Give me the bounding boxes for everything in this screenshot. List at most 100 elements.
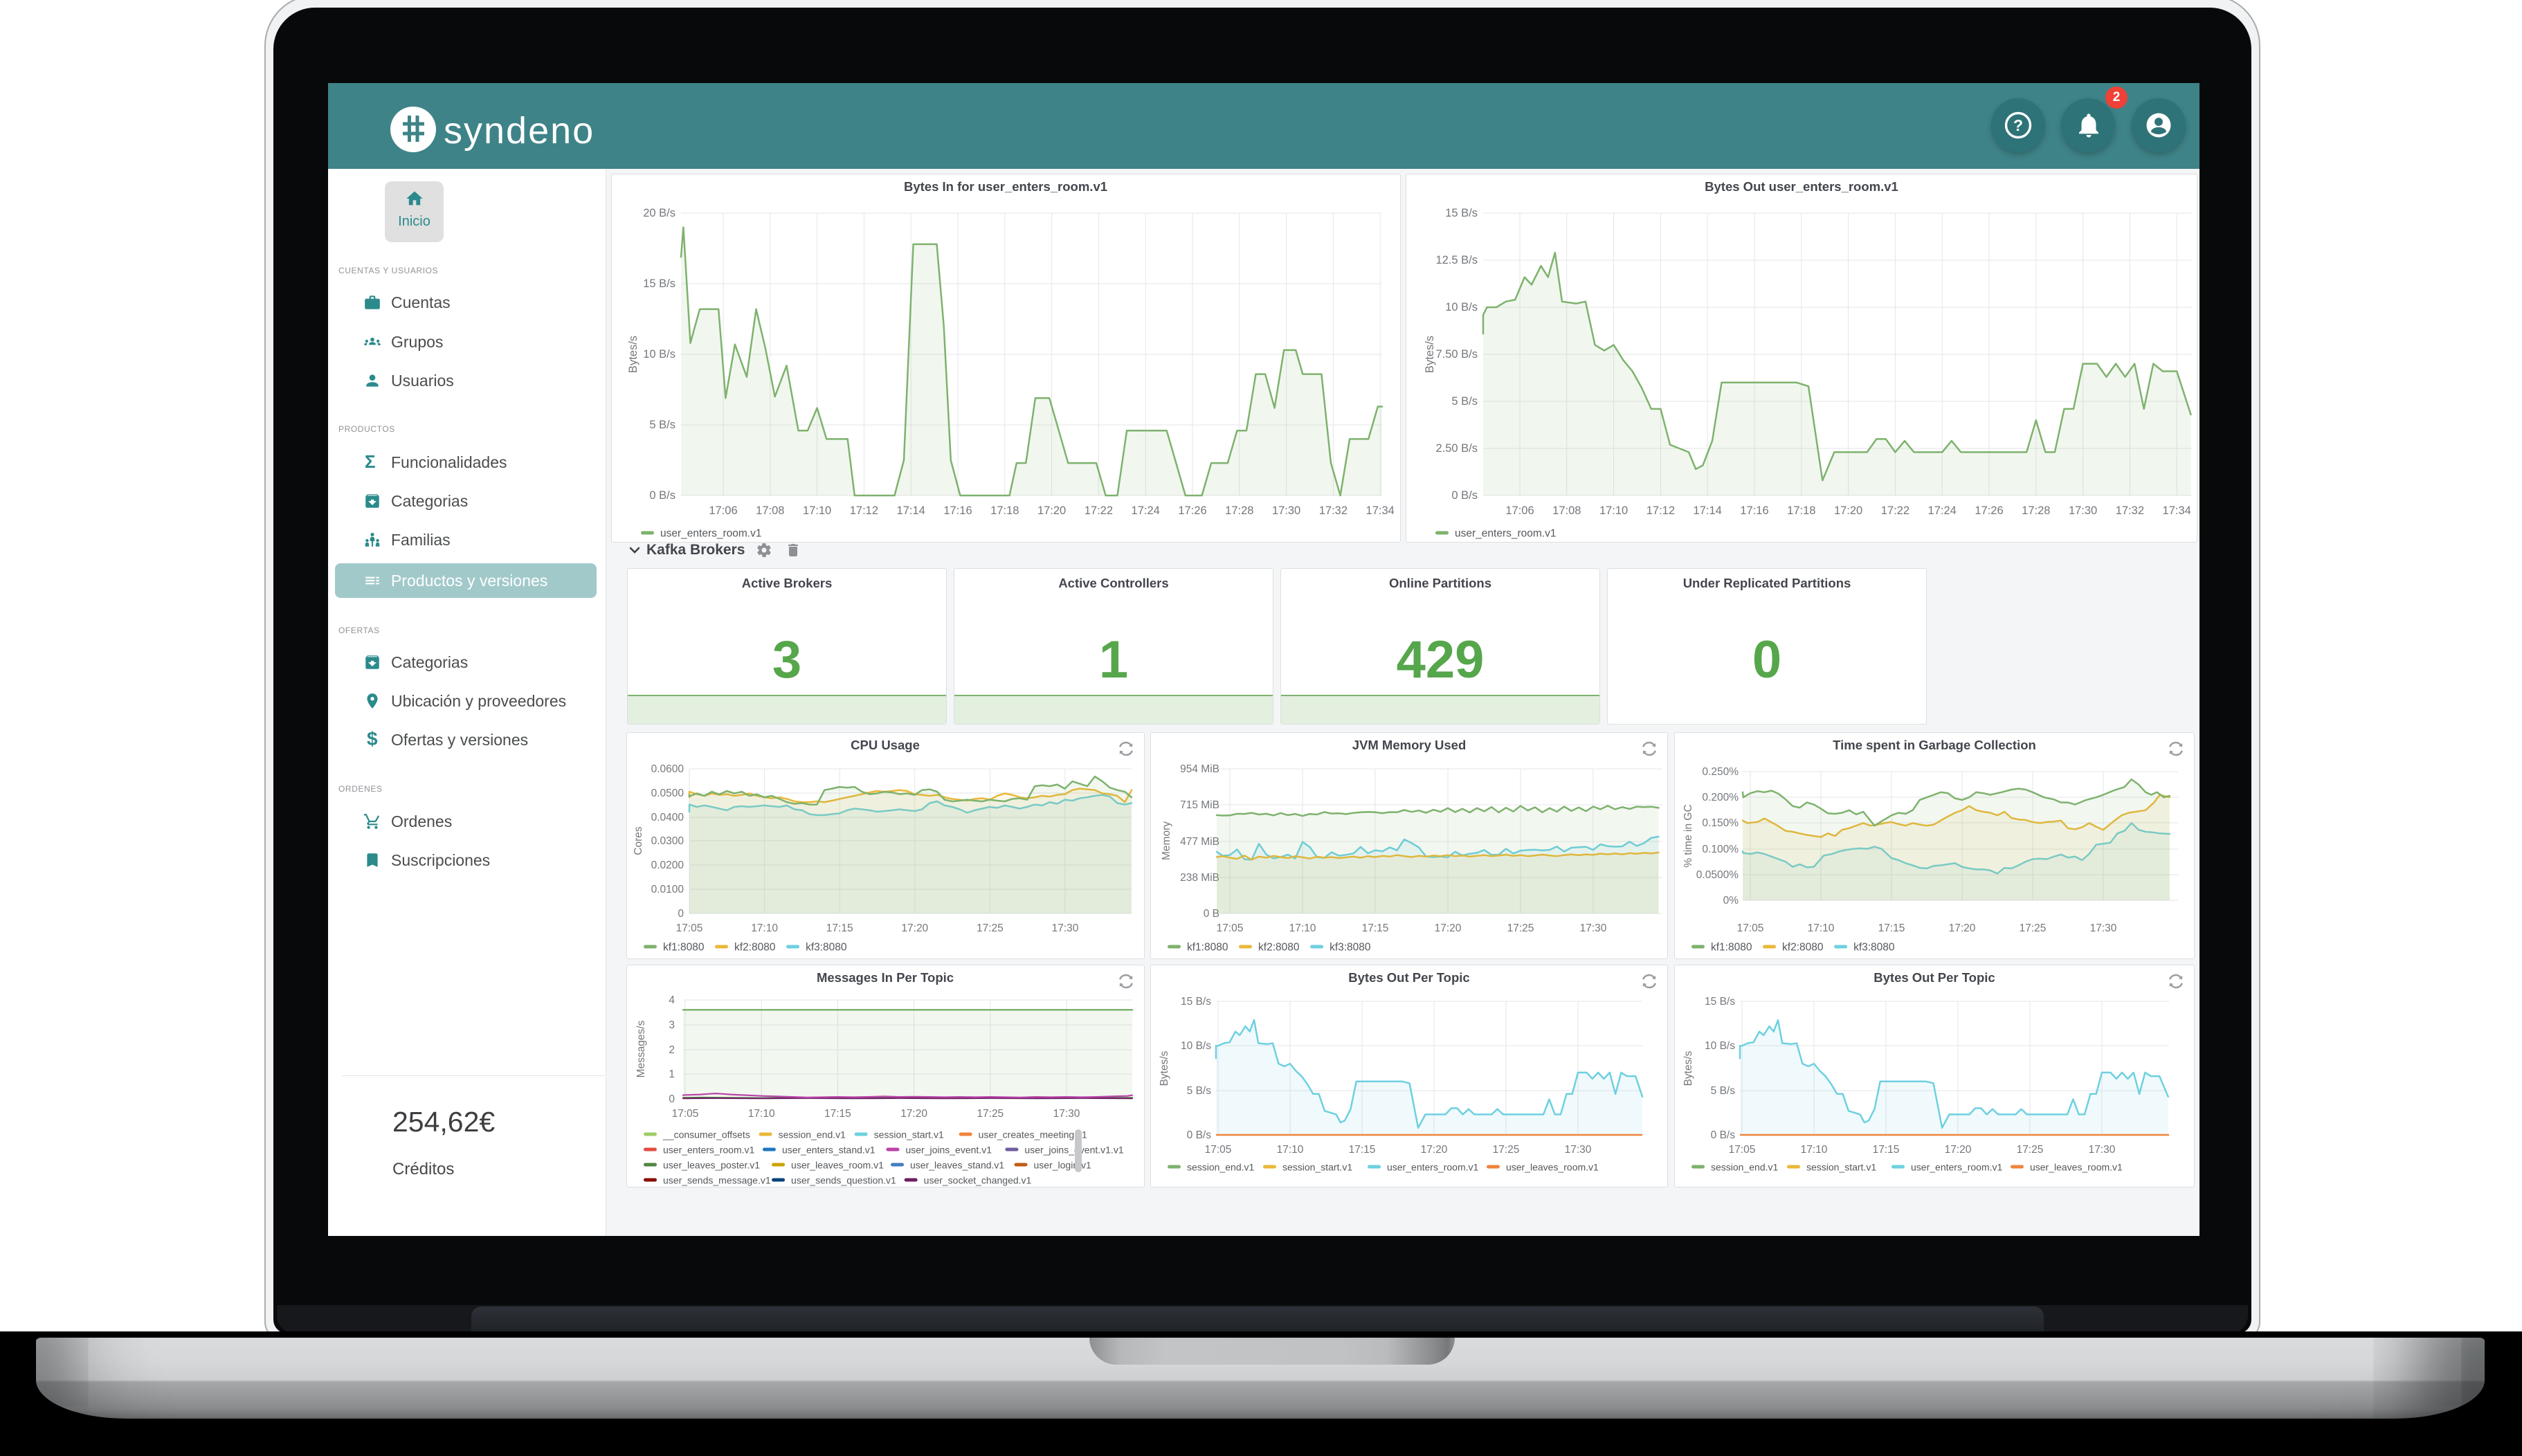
svg-text:17:26: 17:26: [1178, 504, 1206, 517]
svg-text:17:30: 17:30: [1053, 1108, 1080, 1120]
svg-text:17:24: 17:24: [1132, 504, 1160, 517]
svg-text:Time spent in Garbage Collecti: Time spent in Garbage Collection: [1833, 738, 2036, 752]
svg-text:17:20: 17:20: [1945, 1144, 1972, 1156]
svg-text:Bytes Out Per Topic: Bytes Out Per Topic: [1874, 970, 1995, 985]
svg-text:17:10: 17:10: [803, 504, 831, 517]
svg-text:954 MiB: 954 MiB: [1180, 763, 1219, 775]
svg-text:kf3:8080: kf3:8080: [1330, 942, 1371, 954]
svg-text:17:06: 17:06: [709, 504, 737, 517]
svg-text:Bytes/s: Bytes/s: [1424, 336, 1436, 373]
svg-text:kf3:8080: kf3:8080: [1853, 942, 1895, 954]
svg-text:user_leaves_room.v1: user_leaves_room.v1: [1506, 1162, 1599, 1173]
svg-text:17:15: 17:15: [1878, 922, 1905, 934]
svg-text:kf1:8080: kf1:8080: [663, 942, 705, 954]
svg-text:0: 0: [678, 908, 684, 920]
svg-text:17:05: 17:05: [1205, 1144, 1232, 1156]
svg-text:user_sends_question.v1: user_sends_question.v1: [791, 1175, 896, 1186]
svg-text:17:30: 17:30: [1580, 922, 1607, 934]
svg-text:user_creates_meeting.v1: user_creates_meeting.v1: [979, 1129, 1087, 1140]
svg-text:Memory: Memory: [1161, 821, 1172, 860]
svg-text:0.0600: 0.0600: [651, 763, 684, 775]
svg-text:17:20: 17:20: [901, 922, 928, 934]
svg-text:17:24: 17:24: [1928, 504, 1957, 517]
svg-text:12.5 B/s: 12.5 B/s: [1435, 254, 1478, 266]
svg-text:20 B/s: 20 B/s: [643, 207, 675, 219]
svg-text:17:20: 17:20: [900, 1108, 927, 1120]
svg-text:session_start.v1: session_start.v1: [1282, 1162, 1352, 1173]
svg-text:15 B/s: 15 B/s: [643, 277, 675, 290]
svg-text:user_leaves_stand.v1: user_leaves_stand.v1: [910, 1160, 1004, 1171]
svg-text:17:10: 17:10: [1801, 1144, 1828, 1156]
svg-text:17:25: 17:25: [2020, 922, 2047, 934]
svg-text:17:10: 17:10: [1277, 1144, 1304, 1156]
svg-text:15 B/s: 15 B/s: [1705, 996, 1735, 1008]
svg-text:0.100%: 0.100%: [1702, 844, 1739, 855]
svg-text:17:12: 17:12: [850, 504, 878, 517]
svg-text:JVM Memory Used: JVM Memory Used: [1352, 738, 1467, 752]
svg-text:15 B/s: 15 B/s: [1181, 996, 1211, 1008]
svg-text:Messages/s: Messages/s: [635, 1020, 647, 1077]
svg-text:1: 1: [669, 1068, 675, 1080]
svg-text:5 B/s: 5 B/s: [1451, 395, 1478, 408]
svg-text:user_leaves_room.v1: user_leaves_room.v1: [2030, 1162, 2123, 1173]
svg-text:17:15: 17:15: [1362, 922, 1389, 934]
svg-text:17:16: 17:16: [1740, 504, 1768, 517]
svg-text:CPU Usage: CPU Usage: [851, 738, 920, 752]
svg-text:17:28: 17:28: [1225, 504, 1253, 517]
svg-text:2: 2: [669, 1044, 675, 1056]
svg-text:5 B/s: 5 B/s: [649, 419, 675, 431]
svg-text:17:15: 17:15: [1873, 1144, 1900, 1156]
svg-text:Bytes Out user_enters_room.v1: Bytes Out user_enters_room.v1: [1705, 179, 1898, 194]
svg-text:Messages In Per Topic: Messages In Per Topic: [817, 970, 954, 985]
svg-text:17:18: 17:18: [1787, 504, 1815, 517]
svg-text:17:30: 17:30: [2069, 504, 2097, 517]
svg-text:17:08: 17:08: [756, 504, 784, 517]
svg-text:17:14: 17:14: [897, 504, 925, 517]
svg-text:kf2:8080: kf2:8080: [1782, 942, 1824, 954]
svg-text:user_leaves_room.v1: user_leaves_room.v1: [791, 1160, 884, 1171]
svg-text:17:10: 17:10: [748, 1108, 775, 1120]
svg-text:__consumer_offsets: __consumer_offsets: [662, 1129, 750, 1140]
svg-text:17:05: 17:05: [672, 1108, 699, 1120]
svg-text:0.200%: 0.200%: [1702, 792, 1739, 803]
svg-text:17:25: 17:25: [977, 1108, 1004, 1120]
svg-text:4: 4: [669, 994, 675, 1006]
svg-text:Bytes In for user_enters_room.: Bytes In for user_enters_room.v1: [904, 179, 1107, 194]
svg-text:17:10: 17:10: [1599, 504, 1628, 517]
svg-text:17:30: 17:30: [1272, 504, 1300, 517]
svg-text:kf1:8080: kf1:8080: [1187, 942, 1228, 954]
svg-text:?: ?: [2013, 116, 2023, 134]
svg-text:user_enters_room.v1: user_enters_room.v1: [1455, 528, 1556, 540]
svg-text:17:18: 17:18: [990, 504, 1019, 517]
svg-text:session_end.v1: session_end.v1: [779, 1129, 846, 1140]
svg-text:15 B/s: 15 B/s: [1445, 207, 1478, 219]
svg-text:kf2:8080: kf2:8080: [734, 942, 776, 954]
svg-text:10 B/s: 10 B/s: [643, 348, 675, 361]
svg-text:17:28: 17:28: [2022, 504, 2050, 517]
svg-text:0.0500: 0.0500: [651, 788, 684, 799]
svg-text:Bytes/s: Bytes/s: [627, 336, 639, 373]
svg-text:17:25: 17:25: [977, 922, 1004, 934]
svg-text:Bytes/s: Bytes/s: [1159, 1050, 1170, 1086]
svg-text:session_end.v1: session_end.v1: [1187, 1162, 1255, 1173]
svg-text:17:20: 17:20: [1834, 504, 1862, 517]
svg-text:0 B/s: 0 B/s: [649, 489, 675, 502]
svg-text:Cores: Cores: [633, 826, 644, 855]
svg-text:17:12: 17:12: [1646, 504, 1675, 517]
svg-text:0.0200: 0.0200: [651, 859, 684, 871]
svg-text:2.50 B/s: 2.50 B/s: [1435, 442, 1478, 455]
svg-text:user_joins_event.v1: user_joins_event.v1: [905, 1145, 992, 1156]
svg-text:17:20: 17:20: [1037, 504, 1066, 517]
svg-text:0%: 0%: [1723, 895, 1739, 907]
svg-text:user_enters_room.v1: user_enters_room.v1: [663, 1145, 755, 1156]
svg-text:5 B/s: 5 B/s: [1711, 1085, 1736, 1097]
svg-text:17:25: 17:25: [2017, 1144, 2044, 1156]
svg-text:0.0500%: 0.0500%: [1696, 869, 1739, 881]
svg-text:kf1:8080: kf1:8080: [1711, 942, 1752, 954]
svg-text:17:05: 17:05: [1217, 922, 1244, 934]
svg-text:session_start.v1: session_start.v1: [1806, 1162, 1876, 1173]
svg-text:0.250%: 0.250%: [1702, 766, 1739, 778]
svg-text:17:05: 17:05: [1737, 922, 1764, 934]
svg-text:user_enters_stand.v1: user_enters_stand.v1: [782, 1145, 876, 1156]
svg-text:0.150%: 0.150%: [1702, 817, 1739, 829]
